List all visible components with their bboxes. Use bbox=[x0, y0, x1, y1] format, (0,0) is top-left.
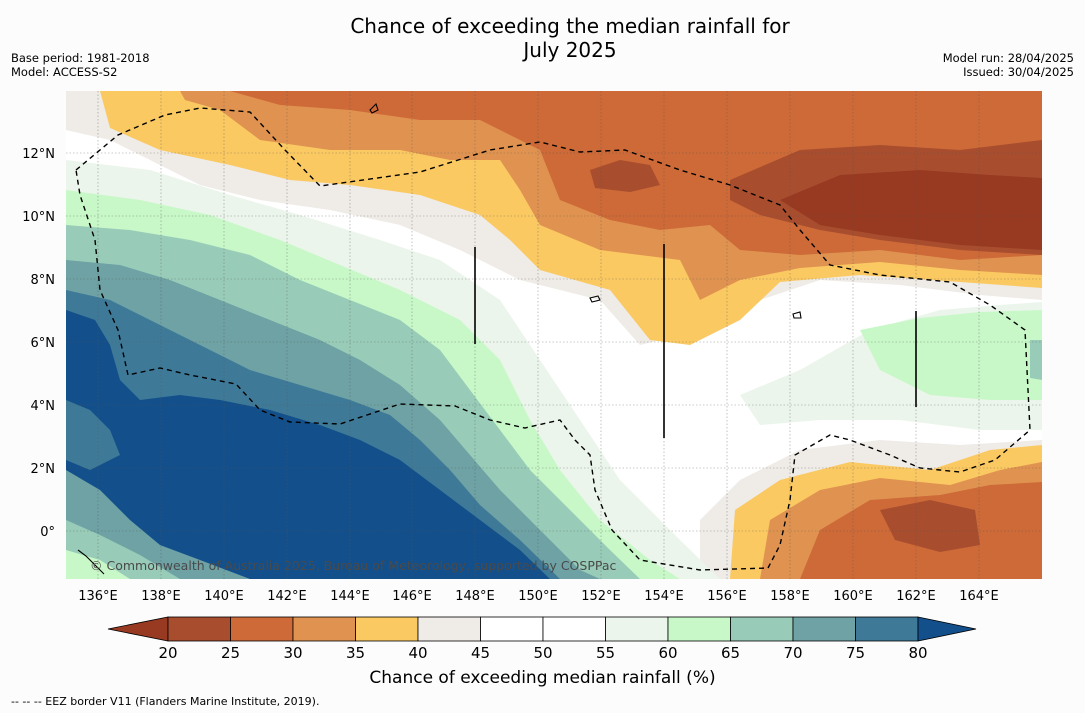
colorbar-tick-label: 75 bbox=[846, 644, 865, 662]
latitude-labels: 12°N 10°N 8°N 6°N 4°N 2°N 0° bbox=[22, 147, 55, 540]
rainfall-map: © Commonwealth of Australia 2025, Bureau… bbox=[66, 91, 1042, 579]
colorbar-tick-label: 65 bbox=[721, 644, 740, 662]
model-run: Model run: 28/04/2025 bbox=[942, 51, 1074, 65]
colorbar-below-arrow bbox=[107, 616, 169, 642]
colorbar-segments bbox=[167, 616, 919, 642]
lon-label: 140°E bbox=[204, 589, 244, 604]
eez-footnote: -- -- -- EEZ border V11 (Flanders Marine… bbox=[11, 695, 320, 708]
colorbar-segment bbox=[355, 616, 419, 642]
model-info: Base period: 1981-2018 Model: ACCESS-S2 bbox=[11, 51, 150, 79]
colorbar-segment bbox=[230, 616, 294, 642]
colorbar-segment bbox=[417, 616, 481, 642]
colorbar-tick-label: 70 bbox=[783, 644, 802, 662]
colorbar-segment bbox=[792, 616, 856, 642]
lat-label: 6°N bbox=[31, 336, 56, 351]
colorbar-segment bbox=[667, 616, 731, 642]
lon-label: 138°E bbox=[141, 589, 181, 604]
run-info: Model run: 28/04/2025 Issued: 30/04/2025 bbox=[943, 51, 1074, 79]
band-60-65-east bbox=[860, 310, 1042, 400]
colorbar-tick-label: 60 bbox=[658, 644, 677, 662]
colorbar-tick-label: 55 bbox=[596, 644, 615, 662]
lon-label: 154°E bbox=[644, 589, 684, 604]
band-below-20-north bbox=[780, 170, 1042, 250]
issued-date: Issued: 30/04/2025 bbox=[963, 65, 1074, 79]
colorbar-segment bbox=[480, 616, 544, 642]
lat-label: 0° bbox=[40, 525, 55, 540]
islands bbox=[77, 102, 917, 575]
lon-label: 144°E bbox=[330, 589, 370, 604]
lon-label: 162°E bbox=[896, 589, 936, 604]
colorbar-above-arrow bbox=[917, 616, 977, 642]
colorbar-tick-label: 40 bbox=[408, 644, 427, 662]
band-above-80-west bbox=[66, 310, 550, 579]
map-title: Chance of exceeding the median rainfall … bbox=[0, 14, 1085, 62]
lon-label: 160°E bbox=[833, 589, 873, 604]
colorbar-tick-label: 35 bbox=[346, 644, 365, 662]
colorbar-tick-label: 45 bbox=[471, 644, 490, 662]
colorbar-segment bbox=[605, 616, 669, 642]
colorbar-segment bbox=[855, 616, 919, 642]
lon-label: 148°E bbox=[455, 589, 495, 604]
colorbar: 20 25 30 35 40 45 50 55 60 65 70 75 80 bbox=[107, 616, 977, 662]
lat-label: 10°N bbox=[22, 210, 55, 225]
lon-label: 142°E bbox=[267, 589, 307, 604]
copyright-note: © Commonwealth of Australia 2025, Bureau… bbox=[90, 558, 616, 573]
lon-label: 136°E bbox=[78, 589, 118, 604]
band-65-70-east bbox=[1030, 340, 1042, 380]
colorbar-label: Chance of exceeding median rainfall (%) bbox=[369, 668, 716, 688]
graticule bbox=[66, 91, 1042, 579]
colorbar-segment bbox=[542, 616, 606, 642]
lat-label: 8°N bbox=[31, 273, 56, 288]
lon-label: 150°E bbox=[518, 589, 558, 604]
colorbar-ticks: 20 25 30 35 40 45 50 55 60 65 70 75 80 bbox=[158, 644, 927, 662]
title-line-1: Chance of exceeding the median rainfall … bbox=[350, 14, 790, 38]
lon-label: 156°E bbox=[707, 589, 747, 604]
colorbar-segment bbox=[167, 616, 231, 642]
colorbar-segment bbox=[730, 616, 794, 642]
colorbar-tick-label: 20 bbox=[158, 644, 177, 662]
longitude-labels: 136°E 138°E 140°E 142°E 144°E 146°E 148°… bbox=[78, 589, 999, 604]
base-period: Base period: 1981-2018 bbox=[11, 51, 150, 65]
lon-label: 146°E bbox=[392, 589, 432, 604]
lon-label: 164°E bbox=[959, 589, 999, 604]
colorbar-tick-label: 30 bbox=[283, 644, 302, 662]
lat-label: 4°N bbox=[31, 399, 56, 414]
eez-border bbox=[75, 107, 1031, 571]
colorbar-tick-label: 25 bbox=[221, 644, 240, 662]
title-line-2: July 2025 bbox=[523, 38, 617, 62]
colorbar-segment bbox=[292, 616, 356, 642]
band-20-25-north-small bbox=[590, 160, 660, 192]
band-20-25-southeast bbox=[880, 500, 980, 552]
model-name: Model: ACCESS-S2 bbox=[11, 65, 118, 79]
lat-label: 2°N bbox=[31, 462, 56, 477]
lat-label: 12°N bbox=[22, 147, 55, 162]
colorbar-tick-label: 80 bbox=[908, 644, 927, 662]
lon-label: 158°E bbox=[770, 589, 810, 604]
lon-label: 152°E bbox=[581, 589, 621, 604]
colorbar-tick-label: 50 bbox=[533, 644, 552, 662]
